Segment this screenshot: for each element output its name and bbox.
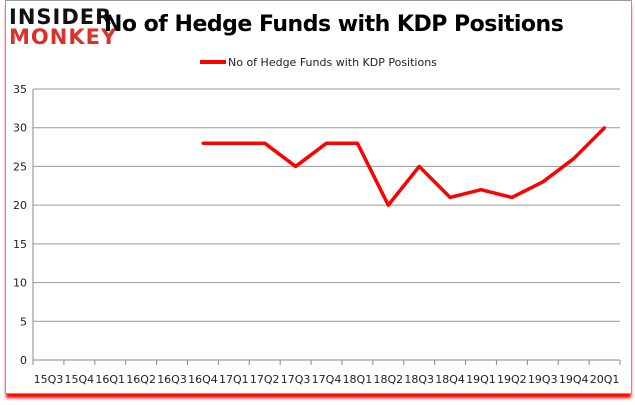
x-tick-label: 15Q4	[65, 373, 95, 386]
logo-line2: MONKEY	[9, 25, 118, 49]
data-point	[448, 195, 452, 199]
x-tick-label: 19Q1	[466, 373, 496, 386]
x-tick-label: 16Q1	[95, 373, 125, 386]
x-tick-label: 17Q4	[312, 373, 342, 386]
y-tick-label: 0	[20, 354, 27, 367]
chart-frame	[5, 0, 632, 394]
x-tick-label: 17Q2	[250, 373, 280, 386]
x-tick-label: 16Q3	[157, 373, 187, 386]
x-tick-label: 18Q3	[404, 373, 434, 386]
data-point	[355, 141, 359, 145]
x-tick-label: 16Q4	[188, 373, 218, 386]
data-point	[417, 164, 421, 168]
data-point	[263, 141, 267, 145]
data-point	[572, 157, 576, 161]
data-point	[201, 141, 205, 145]
x-tick-label: 19Q4	[559, 373, 589, 386]
data-point	[386, 203, 390, 207]
y-tick-label: 10	[13, 277, 27, 290]
data-point	[541, 180, 545, 184]
data-point	[232, 141, 236, 145]
data-point	[479, 188, 483, 192]
data-point	[294, 164, 298, 168]
x-tick-label: 20Q1	[590, 373, 620, 386]
y-tick-label: 15	[13, 238, 27, 251]
x-tick-label: 16Q2	[126, 373, 156, 386]
logo-line1: INSIDER	[9, 5, 113, 29]
legend-label: No of Hedge Funds with KDP Positions	[228, 56, 437, 69]
x-tick-label: 18Q2	[373, 373, 403, 386]
insider-monkey-logo: INSIDER MONKEY	[9, 5, 118, 49]
data-point	[603, 126, 607, 130]
chart-title: No of Hedge Funds with KDP Positions	[104, 12, 564, 37]
series-line	[202, 126, 606, 207]
x-tick-label: 17Q3	[281, 373, 311, 386]
x-tick-label: 19Q2	[497, 373, 527, 386]
x-tick-label: 18Q1	[343, 373, 373, 386]
y-tick-label: 25	[13, 160, 27, 173]
y-tick-label: 35	[13, 83, 27, 96]
y-tick-label: 30	[13, 122, 27, 135]
x-tick-label: 17Q1	[219, 373, 249, 386]
x-tick-label: 19Q3	[528, 373, 558, 386]
y-tick-label: 5	[20, 315, 27, 328]
x-tick-label: 15Q3	[34, 373, 64, 386]
y-tick-label: 20	[13, 199, 27, 212]
data-point	[325, 141, 328, 145]
data-point	[510, 195, 514, 199]
x-tick-label: 18Q4	[435, 373, 465, 386]
